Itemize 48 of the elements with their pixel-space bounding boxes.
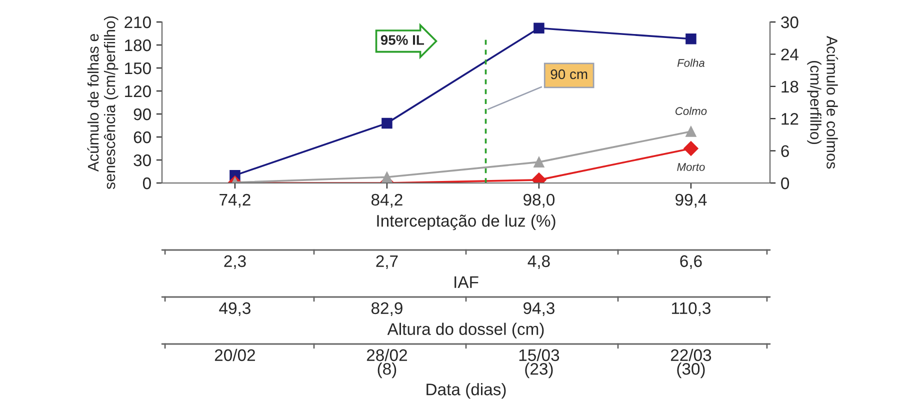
- y2-tick-label: 24: [781, 48, 798, 60]
- x-axis-title: Interceptação de luz (%): [377, 214, 556, 230]
- y-tick-label: 150: [125, 62, 151, 74]
- x-tick-label: 99,4: [676, 194, 707, 208]
- y-tick-label: 0: [142, 177, 151, 190]
- y-tick-label: 30: [134, 154, 151, 166]
- point: [534, 22, 544, 34]
- text: Data (dias): [426, 383, 506, 399]
- text: 2,3: [224, 255, 246, 270]
- point: [534, 156, 544, 168]
- y-tick-label: 60: [134, 131, 151, 144]
- y2-tick-label: 6: [781, 145, 789, 158]
- text: 94,3: [524, 302, 554, 316]
- y2-tick-label: 30: [781, 16, 798, 28]
- series-label: Folha: [677, 58, 704, 67]
- annotation: 90 cm: [550, 69, 588, 80]
- point: [382, 118, 392, 129]
- y-tick-label: 90: [134, 108, 151, 120]
- point: [382, 172, 392, 182]
- y-tick-label: 120: [125, 85, 151, 98]
- text: 110,3: [672, 302, 710, 316]
- text: 15/03 (23): [519, 348, 560, 378]
- annotation: 95% IL: [380, 35, 424, 45]
- text: 22/03 (30): [670, 348, 712, 378]
- y2-tick-label: 18: [782, 80, 798, 93]
- point: [684, 141, 698, 156]
- y2-tick-label: 12: [782, 113, 798, 125]
- text: 49,3: [219, 302, 250, 316]
- series-label: Morto: [677, 163, 705, 171]
- x-tick-label: 74,2: [220, 194, 250, 208]
- y-tick-label: 180: [125, 39, 151, 52]
- text: 82,9: [371, 302, 402, 316]
- text: 28/02 (8): [366, 348, 407, 378]
- point: [686, 126, 696, 137]
- text: 2,7: [376, 255, 398, 270]
- point: [686, 33, 696, 44]
- text: 20/02: [214, 348, 255, 362]
- x-tick-label: 84,2: [371, 194, 402, 208]
- text: 6,6: [680, 255, 702, 270]
- text: IAF: [454, 276, 478, 288]
- y2-axis-title: Acúmulo de colmos (cm/perfilho): [807, 36, 838, 169]
- y-tick-label: 210: [124, 16, 151, 28]
- x-tick-label: 98,0: [524, 194, 555, 208]
- y2-tick-label: 0: [781, 177, 790, 190]
- text: Altura do dossel (cm): [387, 322, 544, 338]
- text: 4,8: [528, 255, 550, 270]
- y-axis-title: Acúmulo de folhas e senescência (cm/perfilho): [87, 16, 118, 190]
- series-label: Colmo: [676, 106, 707, 116]
